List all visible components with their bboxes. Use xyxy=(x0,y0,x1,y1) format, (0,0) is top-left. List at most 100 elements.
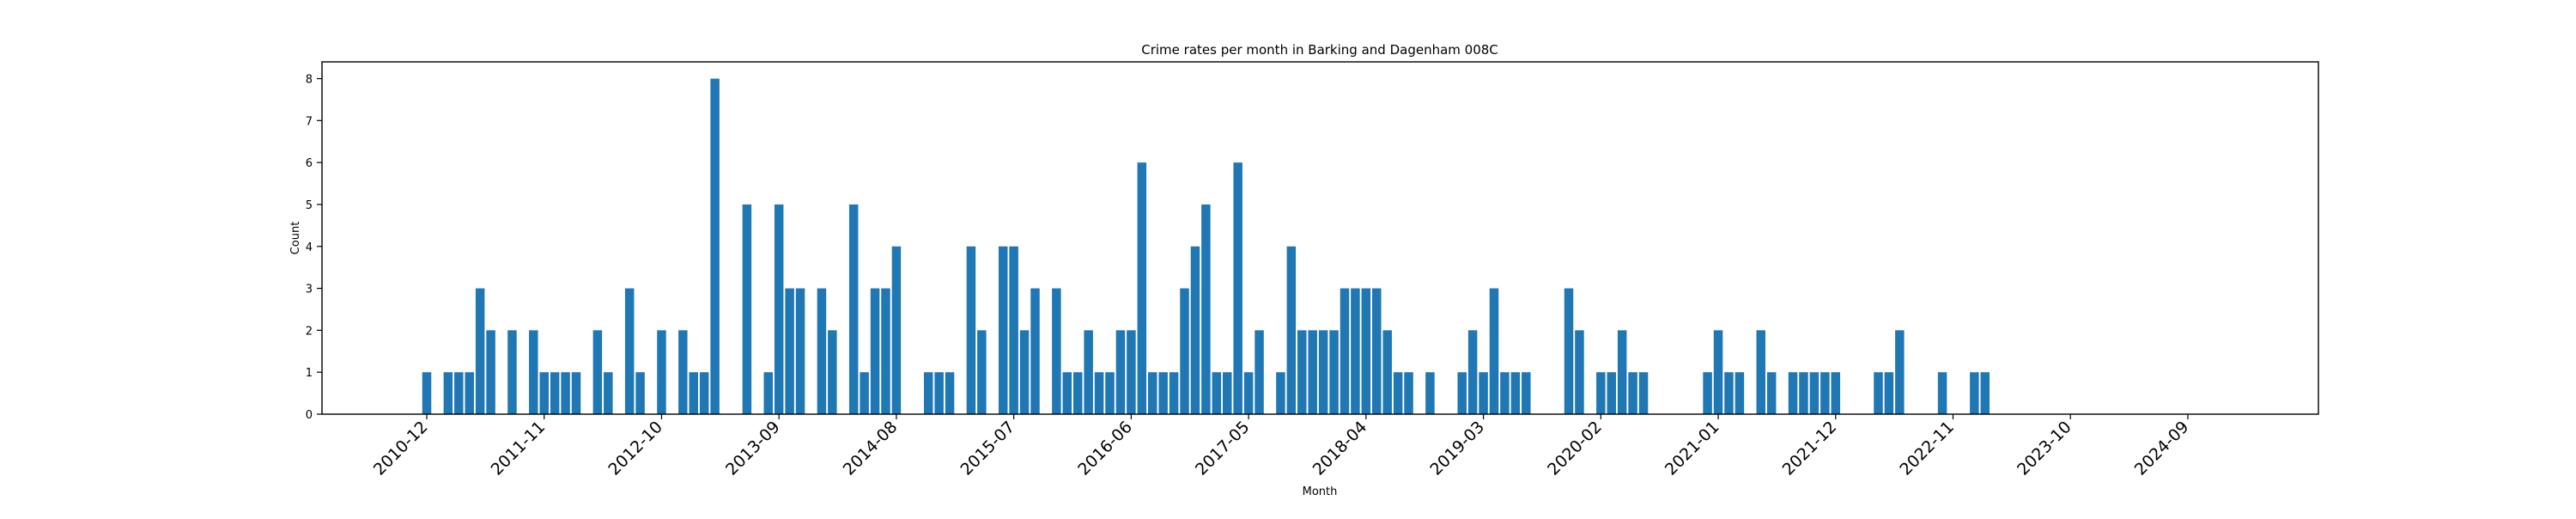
bar xyxy=(1212,372,1222,414)
bar xyxy=(486,330,495,414)
bar xyxy=(1713,330,1723,414)
bar xyxy=(1052,288,1061,414)
bar xyxy=(1243,372,1254,414)
bar xyxy=(998,246,1008,414)
bar xyxy=(1404,372,1413,414)
bar xyxy=(1361,288,1371,414)
bar xyxy=(550,372,560,414)
y-tick-label: 6 xyxy=(306,157,313,170)
bar xyxy=(1297,330,1307,414)
bar xyxy=(1169,372,1179,414)
bar xyxy=(817,288,827,414)
bar xyxy=(1393,372,1403,414)
bar xyxy=(1809,372,1820,414)
bar xyxy=(689,372,698,414)
bar xyxy=(1510,372,1521,414)
bar xyxy=(1201,204,1211,414)
bar xyxy=(710,78,720,415)
chart-title: Crime rates per month in Barking and Dag… xyxy=(1141,42,1498,58)
bar xyxy=(1147,372,1157,414)
bar xyxy=(1596,372,1606,414)
bar xyxy=(923,372,933,414)
bar xyxy=(1351,288,1360,414)
y-tick-label: 5 xyxy=(306,199,313,212)
bar xyxy=(454,372,464,414)
bar xyxy=(1372,288,1382,414)
bar xyxy=(1766,372,1777,414)
bar xyxy=(539,372,549,414)
bar xyxy=(1895,330,1905,414)
bar xyxy=(1799,372,1808,414)
bar xyxy=(1617,330,1627,414)
bar xyxy=(1425,372,1435,414)
bar xyxy=(1522,372,1531,414)
bar xyxy=(1735,372,1745,414)
bar xyxy=(1180,288,1189,414)
bar xyxy=(1937,372,1947,414)
bar xyxy=(881,288,890,414)
bar xyxy=(1874,372,1883,414)
bar xyxy=(657,330,666,414)
bar xyxy=(1831,372,1841,414)
bar xyxy=(1286,246,1297,414)
bar xyxy=(592,330,603,414)
y-tick-label: 8 xyxy=(306,74,313,87)
y-axis: 0 1 2 3 4 5 6 7 8 xyxy=(306,74,322,422)
bar xyxy=(635,372,645,414)
y-tick-label: 7 xyxy=(306,115,313,128)
bars-group xyxy=(422,78,1990,415)
bar xyxy=(1105,372,1115,414)
bar xyxy=(1318,330,1328,414)
bar xyxy=(604,372,613,414)
bar xyxy=(1009,246,1018,414)
bar xyxy=(1062,372,1072,414)
bar xyxy=(1564,288,1574,414)
bar xyxy=(1724,372,1734,414)
bar xyxy=(624,288,635,414)
bar xyxy=(1479,372,1488,414)
bar xyxy=(561,372,570,414)
bar xyxy=(848,204,859,414)
bar xyxy=(1638,372,1649,414)
plot-frame xyxy=(321,61,2319,415)
bar xyxy=(1276,372,1285,414)
bar xyxy=(699,372,709,414)
bar xyxy=(465,372,474,414)
bar xyxy=(1467,330,1478,414)
bar xyxy=(785,288,794,414)
bar xyxy=(1500,372,1510,414)
bar xyxy=(795,288,805,414)
y-tick-label: 2 xyxy=(306,325,313,338)
bar xyxy=(1329,330,1339,414)
bar xyxy=(742,204,752,414)
bar xyxy=(1607,372,1616,414)
bar xyxy=(507,330,517,414)
bar xyxy=(1255,330,1264,414)
bar xyxy=(1308,330,1317,414)
bar xyxy=(1489,288,1499,414)
bar xyxy=(529,330,538,414)
bar xyxy=(1788,372,1798,414)
bar xyxy=(1233,162,1242,414)
bar xyxy=(1030,288,1040,414)
bar xyxy=(1575,330,1584,414)
bar xyxy=(870,288,880,414)
bar xyxy=(1127,330,1136,414)
y-tick-label: 3 xyxy=(306,284,313,296)
bar xyxy=(1703,372,1712,414)
bar xyxy=(475,288,485,414)
bar xyxy=(1628,372,1637,414)
bar xyxy=(422,372,432,414)
bar xyxy=(774,204,784,414)
bar xyxy=(828,330,837,414)
x-axis-label: Month xyxy=(1303,485,1338,498)
bar xyxy=(678,330,688,414)
bar xyxy=(1094,372,1104,414)
bar xyxy=(1158,372,1168,414)
bar xyxy=(1190,246,1200,414)
bar xyxy=(1084,330,1093,414)
bar xyxy=(443,372,453,414)
y-tick-label: 1 xyxy=(306,367,313,380)
